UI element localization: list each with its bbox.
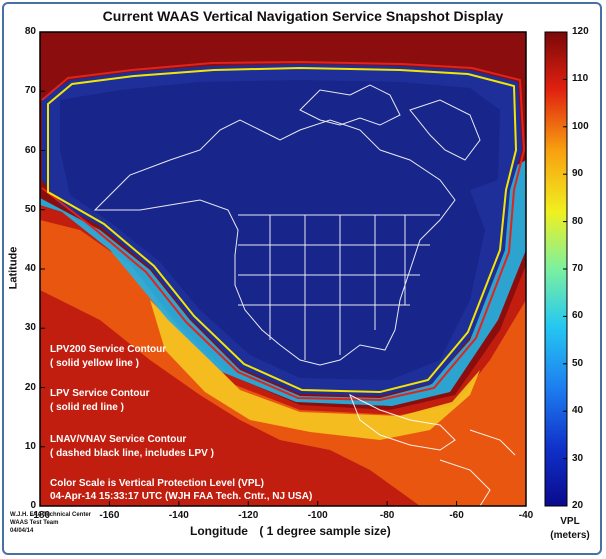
colorbar-tick-label: 110 <box>572 73 589 85</box>
legend-lnav-line1: LNAV/VNAV Service Contour <box>50 434 186 445</box>
coastlines <box>93 84 516 506</box>
y-tick-label: 60 <box>24 144 36 156</box>
y-tick-label: 40 <box>24 263 36 274</box>
y-tick-label: 50 <box>24 203 36 215</box>
y-tick-label: 10 <box>24 440 36 452</box>
y-tick-label: 70 <box>24 85 36 97</box>
x-tick-label: -100 <box>307 510 328 521</box>
axis-tick-marks <box>39 31 527 507</box>
colorbar-tick-label: 80 <box>572 215 584 227</box>
colorbar-tick-label: 60 <box>572 310 584 322</box>
x-tick-label: -60 <box>449 510 464 521</box>
annotation-line1: Color Scale is Vertical Protection Level… <box>50 478 264 489</box>
legend-lpv200-line1: LPV200 Service Contour <box>50 344 166 355</box>
x-axis-label-note: ( 1 degree sample size) <box>259 524 391 538</box>
colorbar-tick-label: 90 <box>572 168 584 180</box>
legend-lpv200-line2: ( solid yellow line ) <box>50 358 139 369</box>
credit-line-1: W.J.H. FAA Technical Center <box>10 512 92 518</box>
colorbar-tick-label: 120 <box>572 26 589 37</box>
credit-line-2: WAAS Test Team <box>10 520 59 526</box>
x-tick-label: -180 <box>29 510 50 521</box>
colorbar-tick-label: 50 <box>572 357 584 369</box>
chart-title: Current WAAS Vertical Navigation Service… <box>102 8 504 24</box>
legend-lpv-line1: LPV Service Contour <box>50 388 150 399</box>
x-tick-label: -140 <box>168 510 189 521</box>
x-tick-label: -80 <box>379 510 395 521</box>
annotation-line2: 04-Apr-14 15:33:17 UTC (WJH FAA Tech. Cn… <box>50 491 312 502</box>
lpv-contour <box>41 60 526 402</box>
band-yellow <box>150 300 480 440</box>
coverage-layers <box>40 60 526 506</box>
colorbar-tick-marks <box>563 31 567 507</box>
colorbar-tick-label: 40 <box>572 405 584 417</box>
y-tick-label: 80 <box>24 26 36 37</box>
legend-lpv-line2: ( solid red line ) <box>50 402 124 413</box>
credit-line-3: 04/04/14 <box>10 528 34 534</box>
colorbar-unit: (meters) <box>550 530 590 541</box>
x-tick-label: -160 <box>99 510 120 521</box>
x-axis-label-group: Longitude ( 1 degree sample size) <box>190 524 391 538</box>
legend: LPV200 Service Contour ( solid yellow li… <box>50 344 312 502</box>
y-tick-label: 30 <box>24 322 36 334</box>
colorbar-tick-label: 20 <box>572 500 584 511</box>
x-tick-label: -40 <box>518 510 534 521</box>
colorbar-label: VPL <box>560 516 580 527</box>
colorbar-tick-label: 70 <box>572 263 584 274</box>
x-axis-label: Longitude <box>190 524 248 538</box>
colorbar-tick-label: 100 <box>572 120 589 132</box>
lpv200-contour <box>47 66 518 394</box>
colorbar-tick-label: 30 <box>572 452 584 464</box>
legend-lnav-line2: ( dashed black line, includes LPV ) <box>50 448 214 459</box>
y-tick-label: 20 <box>24 381 36 393</box>
x-tick-label: -120 <box>238 510 259 521</box>
y-tick-label: 0 <box>30 500 36 511</box>
